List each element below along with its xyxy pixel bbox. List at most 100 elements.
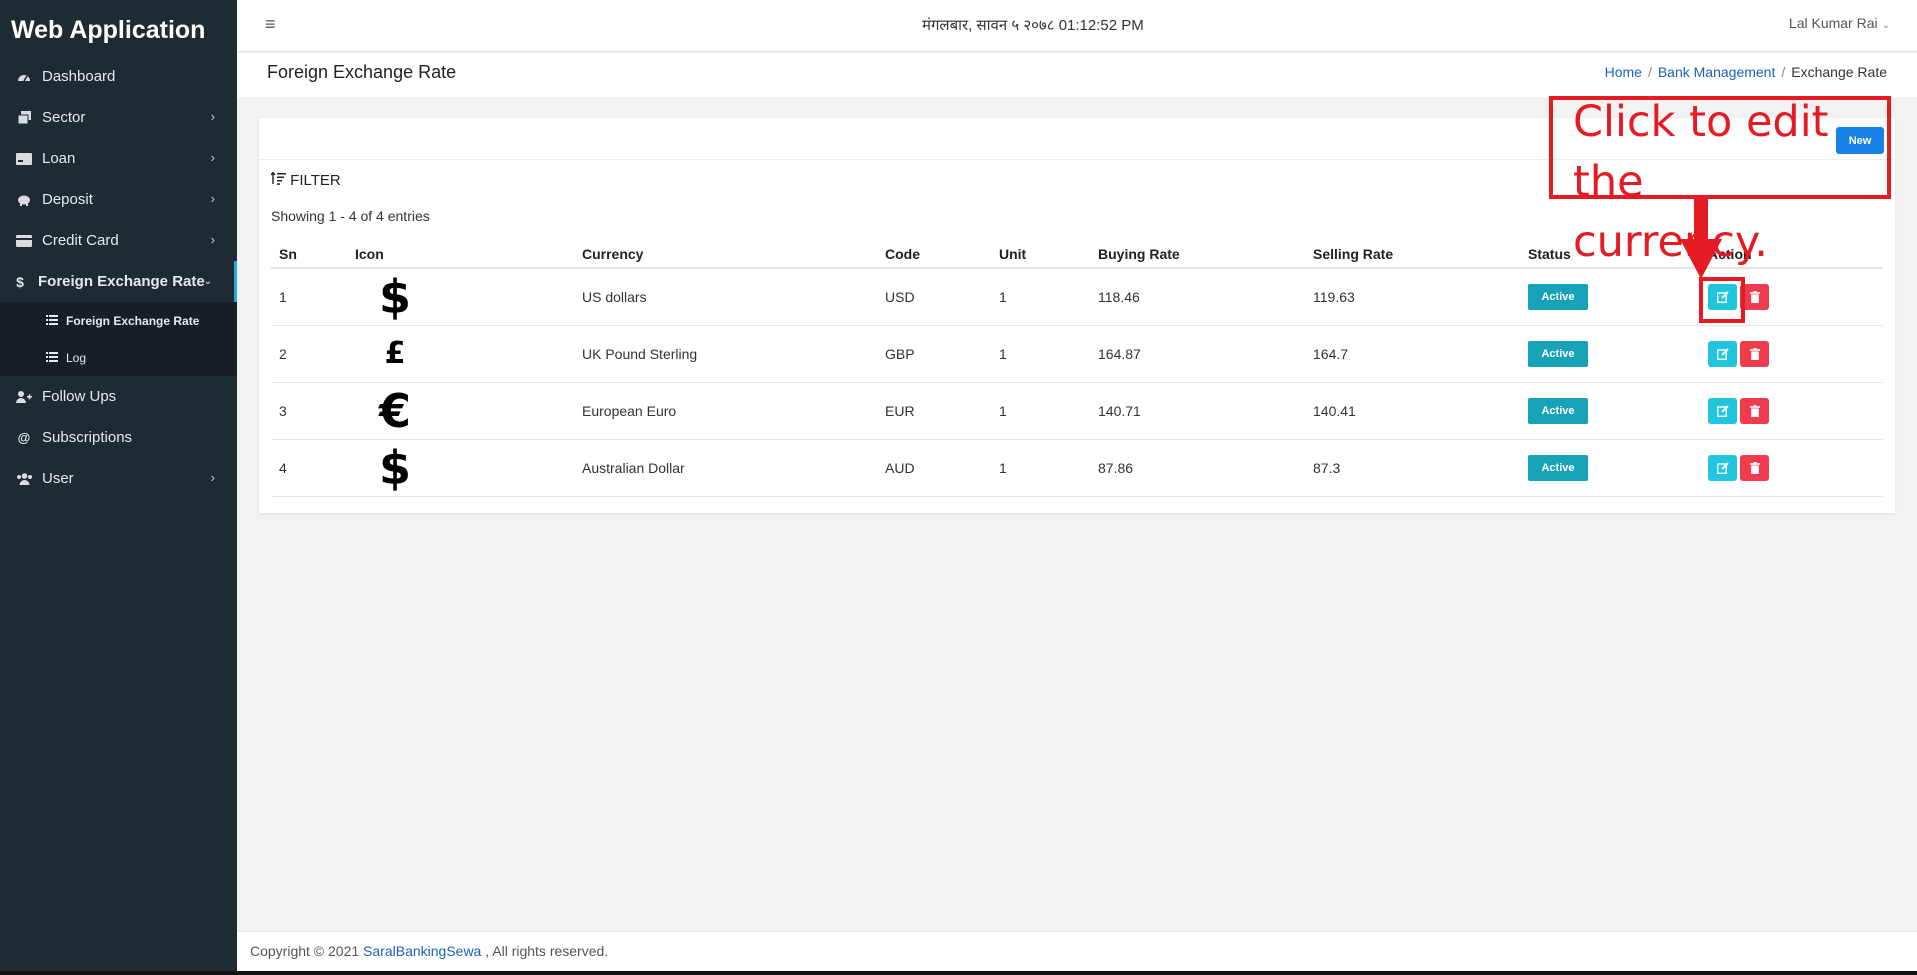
cell-buying-rate: 164.87: [1090, 325, 1305, 383]
sidebar-item-loan[interactable]: Loan ›: [0, 138, 237, 179]
sidebar-item-user[interactable]: User ›: [0, 458, 237, 499]
table-row: 2 £ UK Pound Sterling GBP 1 164.87 164.7…: [271, 325, 1883, 383]
sidebar-item-label: Credit Card: [42, 232, 119, 249]
dashboard-icon: [14, 71, 34, 83]
breadcrumb-home-link[interactable]: Home: [1604, 64, 1642, 80]
edit-button[interactable]: [1708, 454, 1737, 481]
bottom-bar: [0, 971, 1917, 975]
cell-selling-rate: 87.3: [1305, 439, 1520, 497]
filter-toggle[interactable]: FILTER: [270, 171, 341, 189]
cell-unit: 1: [991, 325, 1090, 383]
column-header-currency: Currency: [574, 240, 877, 269]
footer-company-link[interactable]: SaralBankingSewa: [363, 943, 482, 959]
sidebar-item-foreign-exchange-rate[interactable]: $ Foreign Exchange Rate ⌄: [0, 261, 237, 302]
list-icon: [46, 351, 58, 365]
filter-label: FILTER: [290, 172, 341, 189]
sidebar-subitem-label: Foreign Exchange Rate: [66, 313, 200, 328]
edit-icon: [1716, 404, 1729, 417]
new-button[interactable]: New: [1836, 127, 1884, 154]
sidebar-subitem-log[interactable]: Log: [0, 339, 237, 376]
cell-buying-rate: 118.46: [1090, 268, 1305, 326]
user-plus-icon: [14, 390, 34, 403]
filter-icon: [270, 171, 290, 189]
cell-sn: 3: [271, 382, 347, 440]
breadcrumb-bank-management-link[interactable]: Bank Management: [1657, 64, 1776, 80]
loan-icon: [14, 152, 34, 165]
sidebar-item-sector[interactable]: Sector ›: [0, 97, 237, 138]
column-header-icon: Icon: [347, 240, 574, 269]
sidebar-subitem-label: Log: [66, 350, 87, 365]
column-header-action: Action: [1700, 240, 1883, 269]
app-title: Web Application: [11, 16, 206, 44]
trash-icon: [1749, 404, 1760, 417]
dollar-icon: $: [16, 273, 24, 290]
sidebar-subnav: Foreign Exchange Rate Log: [0, 302, 237, 376]
footer-rights: , All rights reserved.: [481, 943, 609, 959]
dollar-icon: $: [378, 440, 411, 495]
cell-currency: US dollars: [574, 268, 877, 326]
trash-icon: [1749, 461, 1760, 474]
cell-code: GBP: [877, 325, 991, 383]
sector-icon: [14, 111, 34, 124]
edit-button[interactable]: [1708, 340, 1737, 367]
cell-currency: Australian Dollar: [574, 439, 877, 497]
sidebar-item-label: Foreign Exchange Rate: [38, 273, 205, 290]
delete-button[interactable]: [1740, 397, 1769, 424]
breadcrumb: Home / Bank Management / Exchange Rate: [1605, 64, 1887, 80]
cell-unit: 1: [991, 439, 1090, 497]
exchange-rate-card: New FILTER Showing 1 - 4 of 4 entries Sn…: [259, 118, 1895, 513]
page-title: Foreign Exchange Rate: [267, 62, 457, 82]
sidebar-item-label: Loan: [42, 150, 76, 167]
sidebar-item-subscriptions[interactable]: @ Subscriptions: [0, 417, 237, 458]
sidebar-item-label: Follow Ups: [42, 388, 117, 405]
chevron-right-icon: ›: [210, 232, 215, 247]
table-header-row: Sn Icon Currency Code Unit Buying Rate S…: [271, 240, 1883, 269]
chevron-right-icon: ›: [210, 150, 215, 165]
edit-icon: [1716, 291, 1729, 303]
sidebar-item-deposit[interactable]: Deposit ›: [0, 179, 237, 220]
user-name: Lal Kumar Rai: [1788, 15, 1878, 31]
cell-sn: 4: [271, 439, 347, 497]
sidebar-item-dashboard[interactable]: Dashboard: [0, 56, 237, 97]
cell-code: EUR: [877, 382, 991, 440]
user-menu[interactable]: Lal Kumar Rai ⌄: [1789, 15, 1890, 31]
sidebar-item-follow-ups[interactable]: Follow Ups: [0, 376, 237, 417]
hamburger-menu-icon[interactable]: ≡: [265, 14, 276, 34]
cell-code: USD: [877, 268, 991, 326]
exchange-rate-table: Sn Icon Currency Code Unit Buying Rate S…: [271, 240, 1883, 497]
chevron-right-icon: ›: [210, 191, 215, 206]
list-icon: [46, 314, 58, 328]
cell-code: AUD: [877, 439, 991, 497]
status-badge: Active: [1528, 397, 1588, 424]
sidebar-item-label: Subscriptions: [42, 429, 133, 446]
cell-buying-rate: 140.71: [1090, 382, 1305, 440]
cell-selling-rate: 164.7: [1305, 325, 1520, 383]
status-badge: Active: [1528, 340, 1588, 367]
cell-currency: European Euro: [574, 382, 877, 440]
column-header-sn: Sn: [271, 240, 347, 269]
edit-icon: [1716, 347, 1729, 360]
cell-unit: 1: [991, 268, 1090, 326]
cell-sn: 2: [271, 325, 347, 383]
annotation-callout-text: Click to edit the currency.: [1573, 97, 1829, 267]
pound-icon: £: [384, 336, 406, 371]
cell-selling-rate: 119.63: [1305, 268, 1520, 326]
euro-icon: €: [378, 383, 411, 438]
sidebar-subitem-foreign-exchange-rate[interactable]: Foreign Exchange Rate: [0, 302, 237, 339]
dollar-icon: $: [378, 269, 411, 324]
table-row: 3 € European Euro EUR 1 140.71 140.41 Ac…: [271, 382, 1883, 440]
page-title-bar: Foreign Exchange Rate Home / Bank Manageme…: [237, 53, 1917, 97]
cell-unit: 1: [991, 382, 1090, 440]
edit-button[interactable]: [1708, 283, 1737, 310]
sidebar: Web Application Dashboard Sector › Loan …: [0, 0, 237, 971]
sidebar-item-credit-card[interactable]: Credit Card ›: [0, 220, 237, 261]
edit-button[interactable]: [1708, 397, 1737, 424]
trash-icon: [1749, 347, 1760, 360]
delete-button[interactable]: [1740, 340, 1769, 367]
column-header-buying-rate: Buying Rate: [1090, 240, 1305, 269]
footer: Copyright © 2021 SaralBankingSewa , All …: [237, 931, 1917, 971]
card-toolbar: New: [259, 118, 1895, 160]
table-row: 1 $ US dollars USD 1 118.46 119.63 Activ…: [271, 268, 1883, 326]
delete-button[interactable]: [1740, 454, 1769, 481]
chevron-right-icon: ›: [210, 109, 215, 124]
